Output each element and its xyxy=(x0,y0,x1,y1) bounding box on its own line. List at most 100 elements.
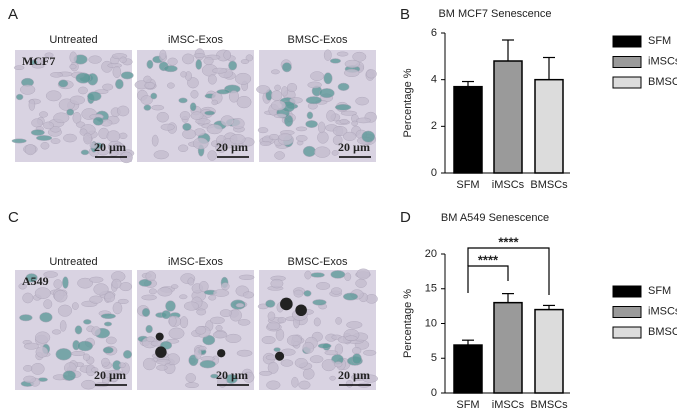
cell xyxy=(190,111,204,120)
cell xyxy=(195,118,211,125)
cell xyxy=(334,361,343,368)
cell xyxy=(324,350,339,356)
x-tick-label: SFM xyxy=(456,399,479,411)
cell xyxy=(160,123,175,131)
cell xyxy=(314,146,331,158)
column-label: iMSC-Exos xyxy=(168,34,224,46)
cell xyxy=(15,93,24,101)
cell xyxy=(317,121,326,134)
cell xyxy=(273,347,281,352)
cell xyxy=(53,290,68,303)
cell xyxy=(80,149,90,156)
cell xyxy=(281,86,289,97)
x-tick-label: SFM xyxy=(456,179,479,191)
cell xyxy=(187,277,195,286)
cell xyxy=(168,315,177,327)
y-tick-label: 6 xyxy=(431,27,437,39)
cell xyxy=(342,131,357,141)
column-label: Untreated xyxy=(49,34,97,46)
cell xyxy=(342,292,359,301)
cell xyxy=(304,270,312,280)
scale-bar-label: 20 µm xyxy=(338,140,370,154)
cell xyxy=(344,59,361,68)
cell xyxy=(62,276,69,289)
cell xyxy=(193,53,206,58)
cell xyxy=(198,280,209,292)
cell xyxy=(19,84,36,95)
cell xyxy=(303,290,312,297)
cell xyxy=(40,141,50,150)
cell xyxy=(89,141,98,149)
cell xyxy=(155,346,167,358)
cell xyxy=(235,72,252,85)
cell xyxy=(150,92,158,100)
cell xyxy=(39,111,49,118)
cell xyxy=(34,287,51,299)
cell xyxy=(211,99,218,106)
cell xyxy=(317,131,329,144)
scale-bar-label: 20 µm xyxy=(216,368,248,382)
cell xyxy=(317,343,332,349)
cell xyxy=(312,299,327,306)
cell xyxy=(228,90,239,103)
cell xyxy=(45,90,62,102)
cell xyxy=(221,282,230,291)
cell xyxy=(155,332,164,341)
y-tick-label: 2 xyxy=(431,120,437,132)
cell xyxy=(192,137,209,150)
cell xyxy=(330,287,343,295)
x-tick-label: BMSCs xyxy=(530,179,568,191)
column-label: BMSC-Exos xyxy=(288,256,348,268)
cell xyxy=(89,295,103,304)
cell xyxy=(242,291,255,299)
cell xyxy=(266,380,281,390)
cell xyxy=(102,346,114,354)
cell xyxy=(293,289,304,298)
cell xyxy=(87,91,102,102)
cell xyxy=(182,129,197,140)
cell xyxy=(291,376,299,388)
cell-line-label: MCF7 xyxy=(22,54,55,68)
cell xyxy=(89,276,104,283)
cell xyxy=(78,86,88,95)
panel-letter: B xyxy=(400,6,410,23)
column-label: iMSC-Exos xyxy=(168,256,224,268)
cell xyxy=(120,71,134,80)
cell xyxy=(261,335,276,345)
bar xyxy=(493,60,523,174)
cell xyxy=(298,380,311,390)
cell xyxy=(44,52,54,58)
cell xyxy=(161,310,171,320)
cell xyxy=(310,272,325,278)
cell xyxy=(31,63,45,69)
y-tick-label: 5 xyxy=(431,352,437,364)
cell xyxy=(145,271,157,282)
cell xyxy=(145,336,155,342)
significance-bracket xyxy=(467,247,550,295)
scale-bar-label: 20 µm xyxy=(94,368,126,382)
cell xyxy=(210,373,219,379)
scale-bar-label: 20 µm xyxy=(216,140,248,154)
cell xyxy=(270,100,286,111)
cell xyxy=(265,299,276,308)
cell xyxy=(280,297,293,311)
cell xyxy=(39,312,53,323)
cell xyxy=(217,349,226,358)
significance-bracket xyxy=(467,265,509,293)
cell xyxy=(310,71,325,81)
cell xyxy=(156,364,168,371)
cell xyxy=(115,78,124,90)
cell xyxy=(140,95,153,105)
cell xyxy=(267,361,279,374)
cell xyxy=(225,333,242,344)
cell xyxy=(77,277,93,289)
cell xyxy=(23,364,33,372)
cell xyxy=(243,371,255,383)
cell xyxy=(43,121,54,130)
cell xyxy=(220,115,234,127)
cell xyxy=(286,82,298,93)
cell xyxy=(88,55,102,64)
cell xyxy=(228,60,238,71)
y-axis-label: Percentage % xyxy=(402,289,414,358)
y-tick-label: 4 xyxy=(431,74,437,86)
